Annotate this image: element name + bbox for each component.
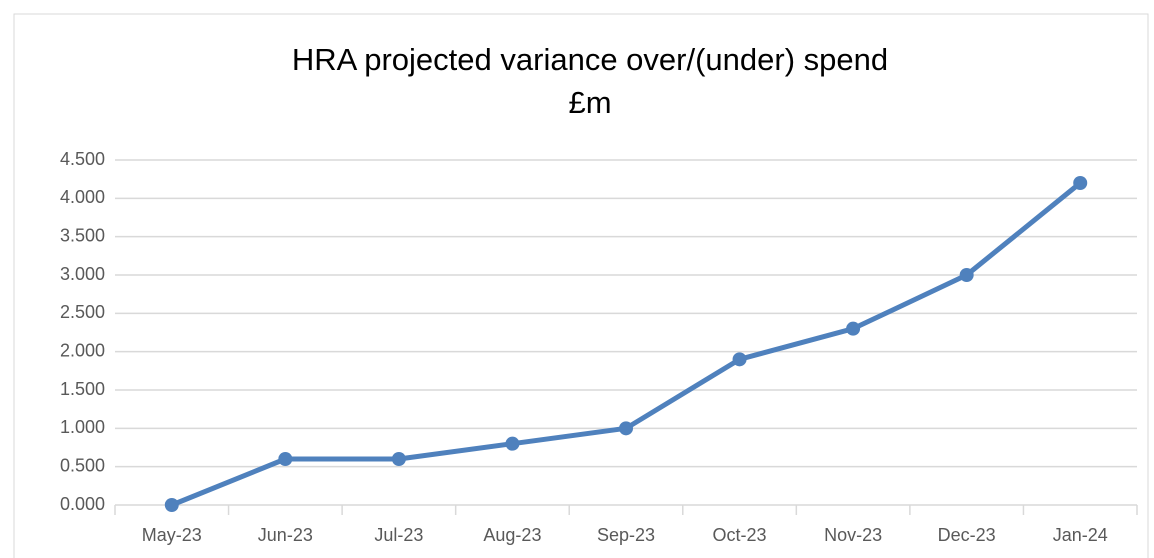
y-tick-label: 2.000 bbox=[60, 340, 105, 360]
x-tick-label: Dec-23 bbox=[938, 525, 996, 545]
y-tick-label: 3.500 bbox=[60, 225, 105, 245]
x-tick-label: Jan-24 bbox=[1053, 525, 1108, 545]
x-tick-label: Aug-23 bbox=[483, 525, 541, 545]
y-tick-label: 3.000 bbox=[60, 264, 105, 284]
y-tick-label: 2.500 bbox=[60, 302, 105, 322]
marker bbox=[619, 421, 633, 436]
chart-title: HRA projected variance over/(under) spen… bbox=[292, 42, 888, 77]
x-tick-label: May-23 bbox=[142, 525, 202, 545]
x-tick-label: Nov-23 bbox=[824, 525, 882, 545]
line bbox=[170, 181, 1082, 508]
x-tick-label: Sep-23 bbox=[597, 525, 655, 545]
x-tick-label: Jul-23 bbox=[374, 525, 423, 545]
y-tick-label: 0.500 bbox=[60, 455, 105, 475]
marker bbox=[505, 436, 520, 451]
y-tick-label: 1.500 bbox=[60, 379, 105, 399]
marker bbox=[278, 452, 293, 466]
marker bbox=[732, 352, 747, 367]
marker bbox=[959, 268, 974, 282]
y-tick-label: 0.000 bbox=[60, 494, 105, 514]
marker bbox=[1073, 176, 1088, 190]
y-tick-label: 4.000 bbox=[60, 187, 105, 207]
marker bbox=[164, 498, 179, 512]
chart-title: £m bbox=[568, 85, 611, 120]
y-tick-label: 1.000 bbox=[60, 417, 105, 437]
marker bbox=[846, 321, 861, 336]
x-tick-label: Oct-23 bbox=[713, 525, 767, 545]
marker bbox=[391, 452, 406, 466]
x-tick-label: Jun-23 bbox=[258, 525, 313, 545]
chart-border bbox=[13, 13, 1149, 558]
y-tick-label: 4.500 bbox=[60, 149, 105, 169]
